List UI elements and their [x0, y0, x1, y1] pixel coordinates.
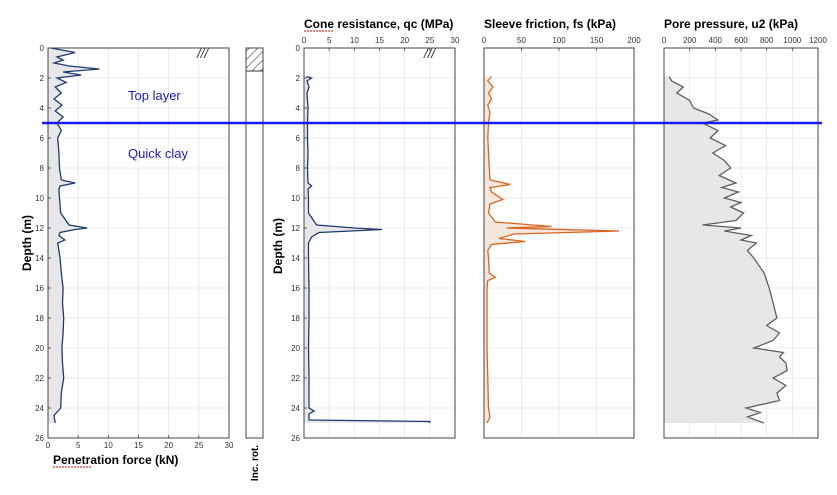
- penetration-ytick-label: 22: [35, 374, 44, 383]
- sleeve-title: Sleeve friction, fs (kPa): [484, 17, 616, 31]
- pore-title: Pore pressure, u2 (kPa): [664, 17, 798, 31]
- penetration-ytick-label: 10: [35, 194, 44, 203]
- sleeve-xtick-label: 50: [517, 36, 526, 45]
- penetration-xtick-label: 0: [46, 441, 51, 450]
- penetration-ytick-label: 8: [40, 164, 45, 173]
- cone-hatch-marker: ///: [423, 46, 436, 61]
- quick-clay-label: Quick clay: [128, 146, 188, 161]
- cone-xtick-label: 25: [425, 36, 434, 45]
- inc-rot-hatch: [246, 48, 263, 71]
- cone-xtick-label: 15: [375, 36, 384, 45]
- pore-series-line: [668, 76, 788, 424]
- pore-xtick-label: 1000: [783, 36, 801, 45]
- penetration-ytick-label: 18: [35, 314, 44, 323]
- cone-ytick-label: 2: [296, 74, 301, 83]
- cone-xtick-label: 10: [350, 36, 359, 45]
- penetration-ytick-label: 24: [35, 404, 44, 413]
- cone-ytick-label: 24: [291, 404, 300, 413]
- penetration-ytick-label: 16: [35, 284, 44, 293]
- sleeve-xtick-label: 100: [552, 36, 566, 45]
- cone-ytick-label: 0: [296, 44, 301, 53]
- penetration-xtick-label: 5: [76, 441, 81, 450]
- penetration-ytick-label: 14: [35, 254, 44, 263]
- cone-xtick-label: 0: [302, 36, 307, 45]
- cone-xticks: 0 5 10 15 20 25 30: [302, 36, 460, 51]
- layer-annotations: Top layer Quick clay: [42, 88, 822, 161]
- pore-xtick-label: 1200: [809, 36, 827, 45]
- cone-xtick-label: 5: [327, 36, 332, 45]
- penetration-xtick-label: 20: [164, 441, 173, 450]
- cone-y-axis-label: Depth (m): [271, 218, 285, 274]
- penetration-ytick-label: 2: [40, 74, 45, 83]
- sleeve-xtick-label: 150: [590, 36, 604, 45]
- penetration-ytick-label: 26: [35, 434, 44, 443]
- sleeve-series-line: [486, 76, 620, 424]
- penetration-fill: [48, 48, 100, 423]
- cone-ytick-label: 20: [291, 344, 300, 353]
- penetration-ytick-label: 20: [35, 344, 44, 353]
- penetration-ytick-label: 0: [40, 44, 45, 53]
- cone-ytick-label: 18: [291, 314, 300, 323]
- penetration-ytick-label: 4: [40, 104, 45, 113]
- top-layer-label: Top layer: [128, 88, 181, 103]
- pore-xtick-label: 0: [662, 36, 667, 45]
- sleeve-xtick-label: 200: [627, 36, 641, 45]
- penetration-ytick-label: 6: [40, 134, 45, 143]
- pore-xtick-label: 800: [760, 36, 774, 45]
- inc-rot-frame: [245, 47, 264, 439]
- penetration-xtick-label: 10: [104, 441, 113, 450]
- cone-ytick-label: 12: [291, 224, 300, 233]
- cone-xtick-label: 20: [400, 36, 409, 45]
- cone-ytick-label: 10: [291, 194, 300, 203]
- sleeve-fill: [484, 76, 619, 423]
- pore-fill: [664, 76, 788, 423]
- penetration-xtick-label: 15: [134, 441, 143, 450]
- cone-title: Cone resistance, qc (MPa): [304, 17, 453, 31]
- panel-sleeve: 0 50 100 150 200 Sleeve friction, fs (kPa): [482, 17, 641, 439]
- cone-ytick-label: 4: [296, 104, 301, 113]
- pore-xtick-label: 200: [683, 36, 697, 45]
- cone-ytick-label: 16: [291, 284, 300, 293]
- penetration-hatch-marker: ///: [196, 46, 209, 61]
- penetration-xtick-label: 25: [194, 441, 203, 450]
- sleeve-xticks: 0 50 100 150 200: [482, 36, 641, 51]
- pore-xticks: 0 200 400 600 800 1000 1200: [662, 36, 827, 51]
- pore-xtick-label: 600: [734, 36, 748, 45]
- penetration-xticks: 0 5 10 15 20 25 30: [46, 435, 234, 450]
- cone-xtick-label: 30: [451, 36, 460, 45]
- cone-ytick-label: 6: [296, 134, 301, 143]
- penetration-series-line: [50, 47, 100, 424]
- cone-ytick-label: 14: [291, 254, 300, 263]
- penetration-y-axis-label: Depth (m): [20, 215, 34, 271]
- cone-ytick-label: 8: [296, 164, 301, 173]
- pore-xtick-label: 400: [709, 36, 723, 45]
- panel-inc-rot: Inc. rot.: [245, 47, 264, 481]
- inc-rot-label: Inc. rot.: [250, 445, 261, 481]
- penetration-xtick-label: 30: [225, 441, 234, 450]
- penetration-ytick-label: 12: [35, 224, 44, 233]
- cone-grid: [303, 47, 456, 439]
- cone-ytick-label: 26: [291, 434, 300, 443]
- sleeve-xtick-label: 0: [482, 36, 487, 45]
- cone-fill: [304, 76, 430, 423]
- cone-ytick-label: 22: [291, 374, 300, 383]
- penetration-x-axis-label: Penetration force (kN): [53, 453, 178, 467]
- cone-series-line: [306, 75, 431, 423]
- panel-pore: 0 200 400 600 800 1000 1200 Pore pressure, u2 …: [662, 17, 827, 439]
- penetration-grid: [47, 47, 230, 439]
